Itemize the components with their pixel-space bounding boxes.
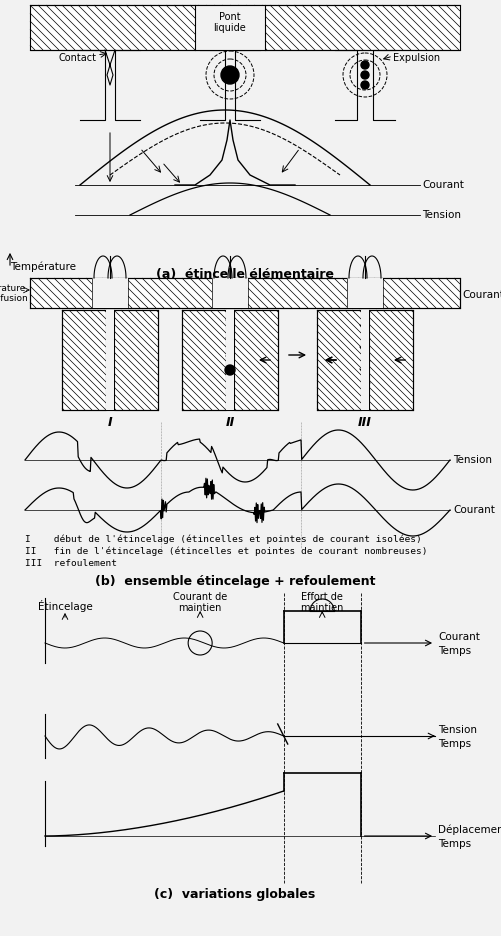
Text: Température: Température <box>10 262 76 272</box>
Text: Courant de
maintien: Courant de maintien <box>173 592 227 613</box>
Bar <box>194 5 265 50</box>
Bar <box>182 310 225 410</box>
Text: Courant: Courant <box>452 505 494 515</box>
Text: Déplacement: Déplacement <box>437 825 501 835</box>
Text: Étincelage: Étincelage <box>38 600 92 612</box>
Circle shape <box>224 365 234 375</box>
Bar <box>30 278 459 308</box>
Text: Contact: Contact <box>59 53 97 63</box>
Text: Temps: Temps <box>437 646 470 656</box>
Text: Température,
de fusion: Température, de fusion <box>0 284 28 302</box>
Text: (b)  ensemble étincelage + refoulement: (b) ensemble étincelage + refoulement <box>95 575 375 588</box>
Text: II   fin de l'étincelage (étincelles et pointes de courant nombreuses): II fin de l'étincelage (étincelles et po… <box>25 547 427 557</box>
Text: Courant: Courant <box>421 180 463 190</box>
Circle shape <box>360 81 368 89</box>
Bar <box>62 310 106 410</box>
Text: Courant: Courant <box>461 290 501 300</box>
Text: II: II <box>225 416 234 429</box>
Bar <box>225 310 233 410</box>
Bar <box>92 278 128 308</box>
Text: III: III <box>357 416 371 429</box>
Bar <box>30 5 459 50</box>
Text: Tension: Tension <box>437 725 476 735</box>
Text: Tension: Tension <box>421 210 460 220</box>
Bar <box>346 278 382 308</box>
Text: (a)  étincelle élémentaire: (a) étincelle élémentaire <box>156 268 333 281</box>
Text: Tension: Tension <box>452 455 491 465</box>
Text: I    début de l'étincelage (étincelles et pointes de courant isolées): I début de l'étincelage (étincelles et p… <box>25 535 421 545</box>
Bar <box>360 310 368 410</box>
Text: Temps: Temps <box>437 739 470 749</box>
Text: III  refoulement: III refoulement <box>25 559 117 568</box>
Bar <box>233 310 278 410</box>
Text: Effort de
maintien: Effort de maintien <box>300 592 343 613</box>
Text: Courant: Courant <box>437 632 479 642</box>
Bar <box>114 310 158 410</box>
Bar <box>368 310 412 410</box>
Text: (c)  variations globales: (c) variations globales <box>154 888 315 901</box>
Circle shape <box>220 66 238 84</box>
Circle shape <box>360 71 368 79</box>
Bar <box>106 310 114 410</box>
Text: I: I <box>108 416 112 429</box>
Text: Pont
liquide: Pont liquide <box>213 12 246 33</box>
Text: Temps: Temps <box>437 839 470 849</box>
Bar <box>211 278 247 308</box>
Bar <box>316 310 360 410</box>
Text: Expulsion: Expulsion <box>392 53 439 63</box>
Circle shape <box>360 61 368 69</box>
